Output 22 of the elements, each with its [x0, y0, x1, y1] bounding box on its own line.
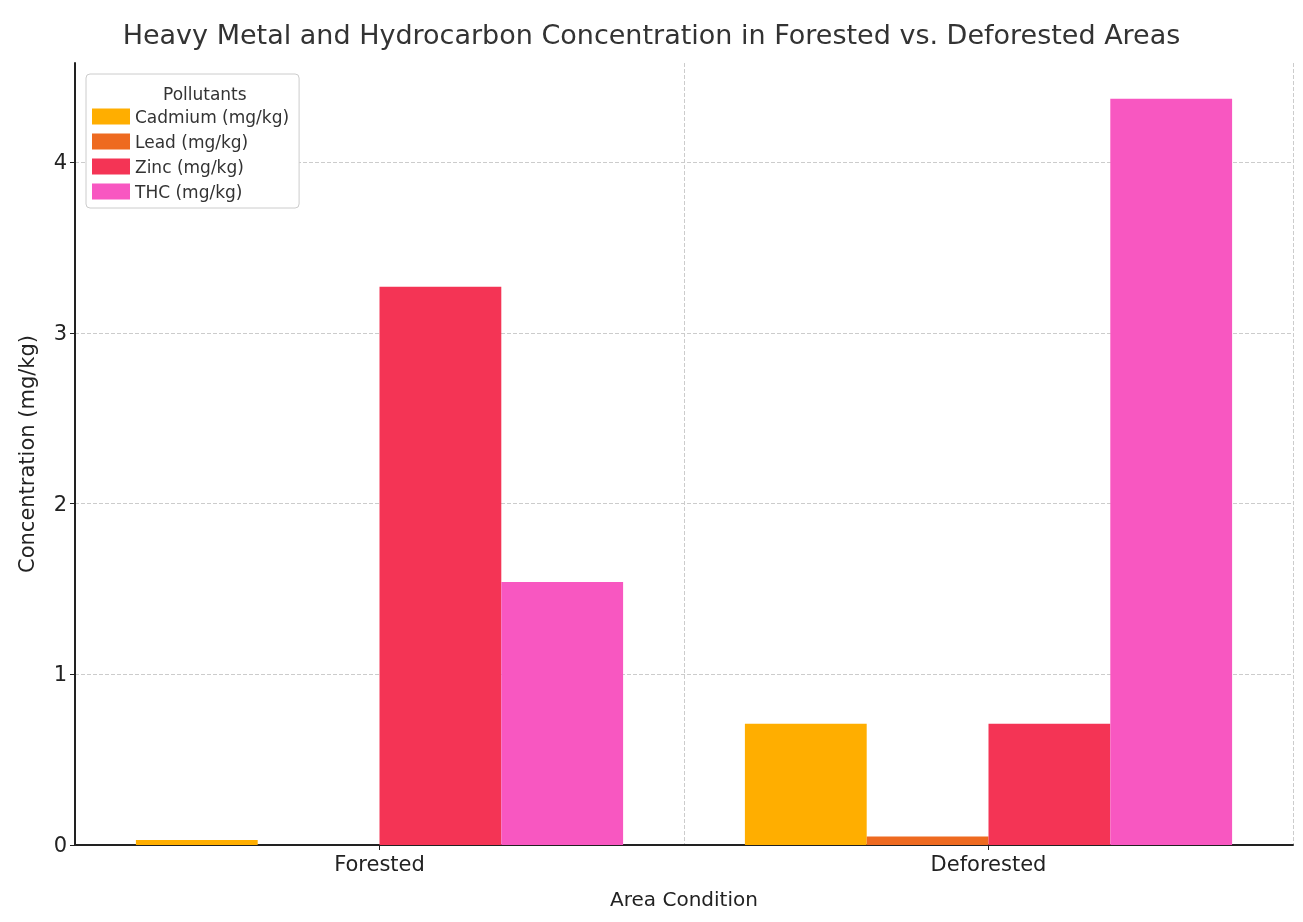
x-tick-label: Deforested [930, 851, 1047, 876]
bar [988, 723, 1111, 845]
x-tick-label: Forested [334, 851, 425, 876]
legend-label: THC (mg/kg) [134, 181, 243, 202]
y-tick-label: 4 [53, 150, 67, 175]
x-axis-title: Area Condition [610, 887, 758, 911]
bar [135, 839, 258, 845]
y-tick-label: 3 [53, 320, 67, 345]
bar [501, 582, 624, 845]
y-tick-label: 0 [53, 833, 67, 857]
y-axis-title: Concentration (mg/kg) [14, 335, 39, 573]
legend-label: Cadmium (mg/kg) [135, 106, 290, 127]
chart-title: Heavy Metal and Hydrocarbon Concentration in Forested vs. Deforested Areas [122, 19, 1181, 50]
legend-label: Lead (mg/kg) [135, 131, 249, 152]
y-tick-label: 1 [53, 662, 67, 687]
bar [744, 723, 867, 845]
legend-title: Pollutants [163, 83, 247, 104]
y-tick-label: 2 [53, 491, 67, 516]
legend-label: Zinc (mg/kg) [135, 156, 244, 177]
bar [1110, 98, 1233, 845]
bar [866, 836, 989, 845]
bar [379, 286, 502, 845]
